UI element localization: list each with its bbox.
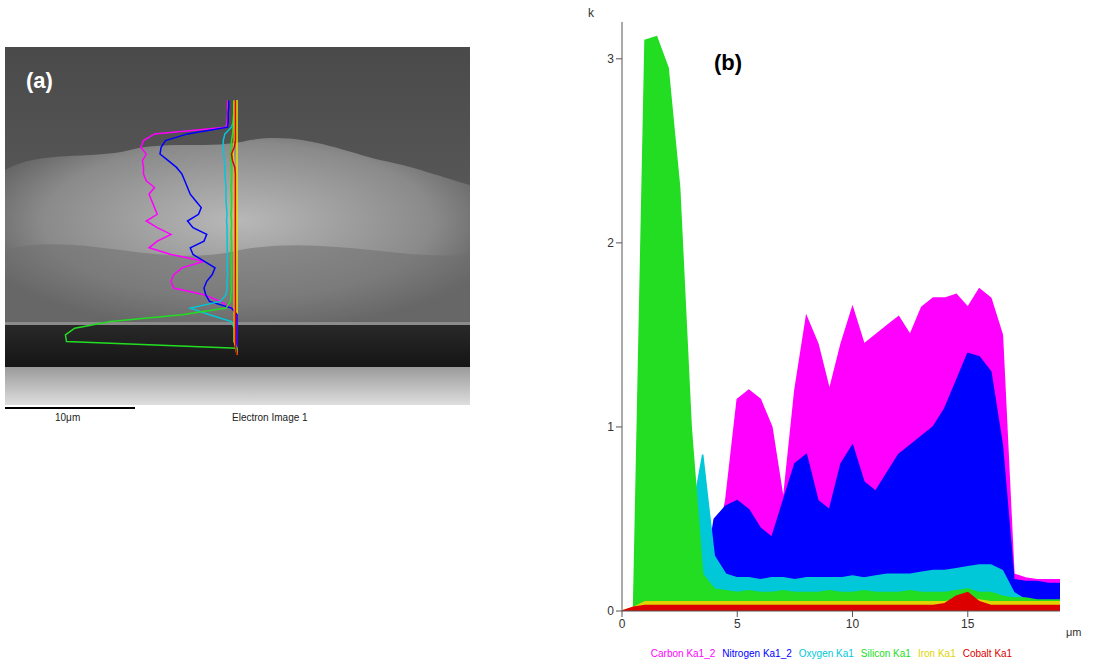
- html-text:k: k: [588, 6, 594, 20]
- svg-text:0: 0: [607, 604, 614, 618]
- html-text:Cobalt Ka1: Cobalt Ka1: [962, 648, 1013, 659]
- svg-text:10: 10: [846, 617, 860, 631]
- svg-text:10μm: 10μm: [55, 412, 80, 423]
- svg-text:0: 0: [619, 617, 626, 631]
- svg-text:3: 3: [607, 52, 614, 66]
- svg-text:1: 1: [607, 420, 614, 434]
- html-text:Iron Ka1: Iron Ka1: [917, 648, 956, 659]
- html-text:(b): (b): [714, 50, 743, 75]
- svg-text:5: 5: [734, 617, 741, 631]
- svg-text:2: 2: [607, 236, 614, 250]
- svg-text:(a): (a): [26, 68, 53, 93]
- html-text:Nitrogen Ka1_2: Nitrogen Ka1_2: [722, 648, 792, 659]
- svg-text:15: 15: [961, 617, 975, 631]
- html-text:Carbon Ka1_2: Carbon Ka1_2: [650, 648, 716, 659]
- html-text:Oxygen Ka1: Oxygen Ka1: [798, 648, 854, 659]
- svg-text:Electron Image 1: Electron Image 1: [232, 412, 308, 423]
- html-text:Silicon Ka1: Silicon Ka1: [860, 648, 911, 659]
- html-text:μm: μm: [1066, 626, 1082, 638]
